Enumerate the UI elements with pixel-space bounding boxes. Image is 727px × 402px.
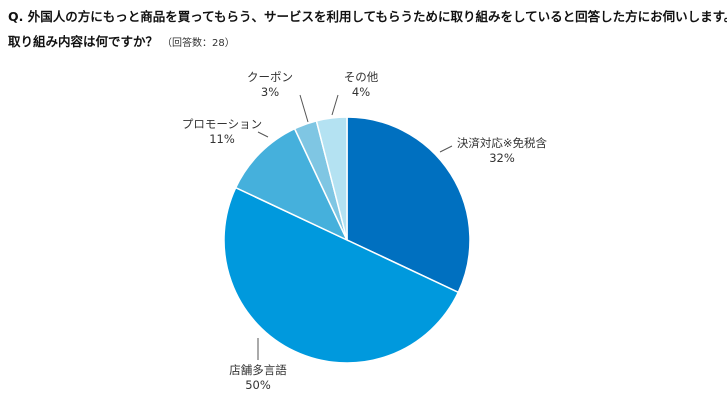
slice-label-5: その他 (344, 70, 379, 84)
pie-leader-lines (257, 94, 453, 360)
pie-slice-1 (346, 116, 471, 294)
slice-value-2: 50% (245, 378, 271, 392)
leader-line-3 (257, 131, 269, 138)
question-text: Q. 外国人の方にもっと商品を買ってもらう、サービスを利用してもらうために取り組… (8, 9, 727, 24)
pie-slices (223, 116, 471, 364)
pie-slice-5 (315, 116, 348, 241)
slice-value-1: 32% (489, 151, 515, 165)
slice-value-3: 11% (209, 132, 235, 146)
pie-slice-3 (234, 127, 349, 242)
question-subtext-main: 取り組み内容は何ですか？ (8, 34, 159, 49)
slice-label-4: クーポン (247, 70, 293, 84)
pie-slice-2 (223, 186, 460, 364)
slice-value-4: 3% (261, 85, 279, 99)
leader-line-1 (439, 145, 453, 153)
leader-line-4 (299, 94, 309, 123)
response-count-note: （回答数：28） (162, 38, 235, 49)
leader-line-5 (331, 94, 339, 116)
slice-label-3: プロモーション (182, 117, 262, 131)
slice-label-2: 店舗多言語 (229, 363, 287, 377)
question-subtext: 取り組み内容は何ですか？ （回答数：28） (8, 31, 235, 50)
slice-value-5: 4% (352, 85, 370, 99)
slice-label-1: 決済対応※免税含 (457, 136, 548, 150)
